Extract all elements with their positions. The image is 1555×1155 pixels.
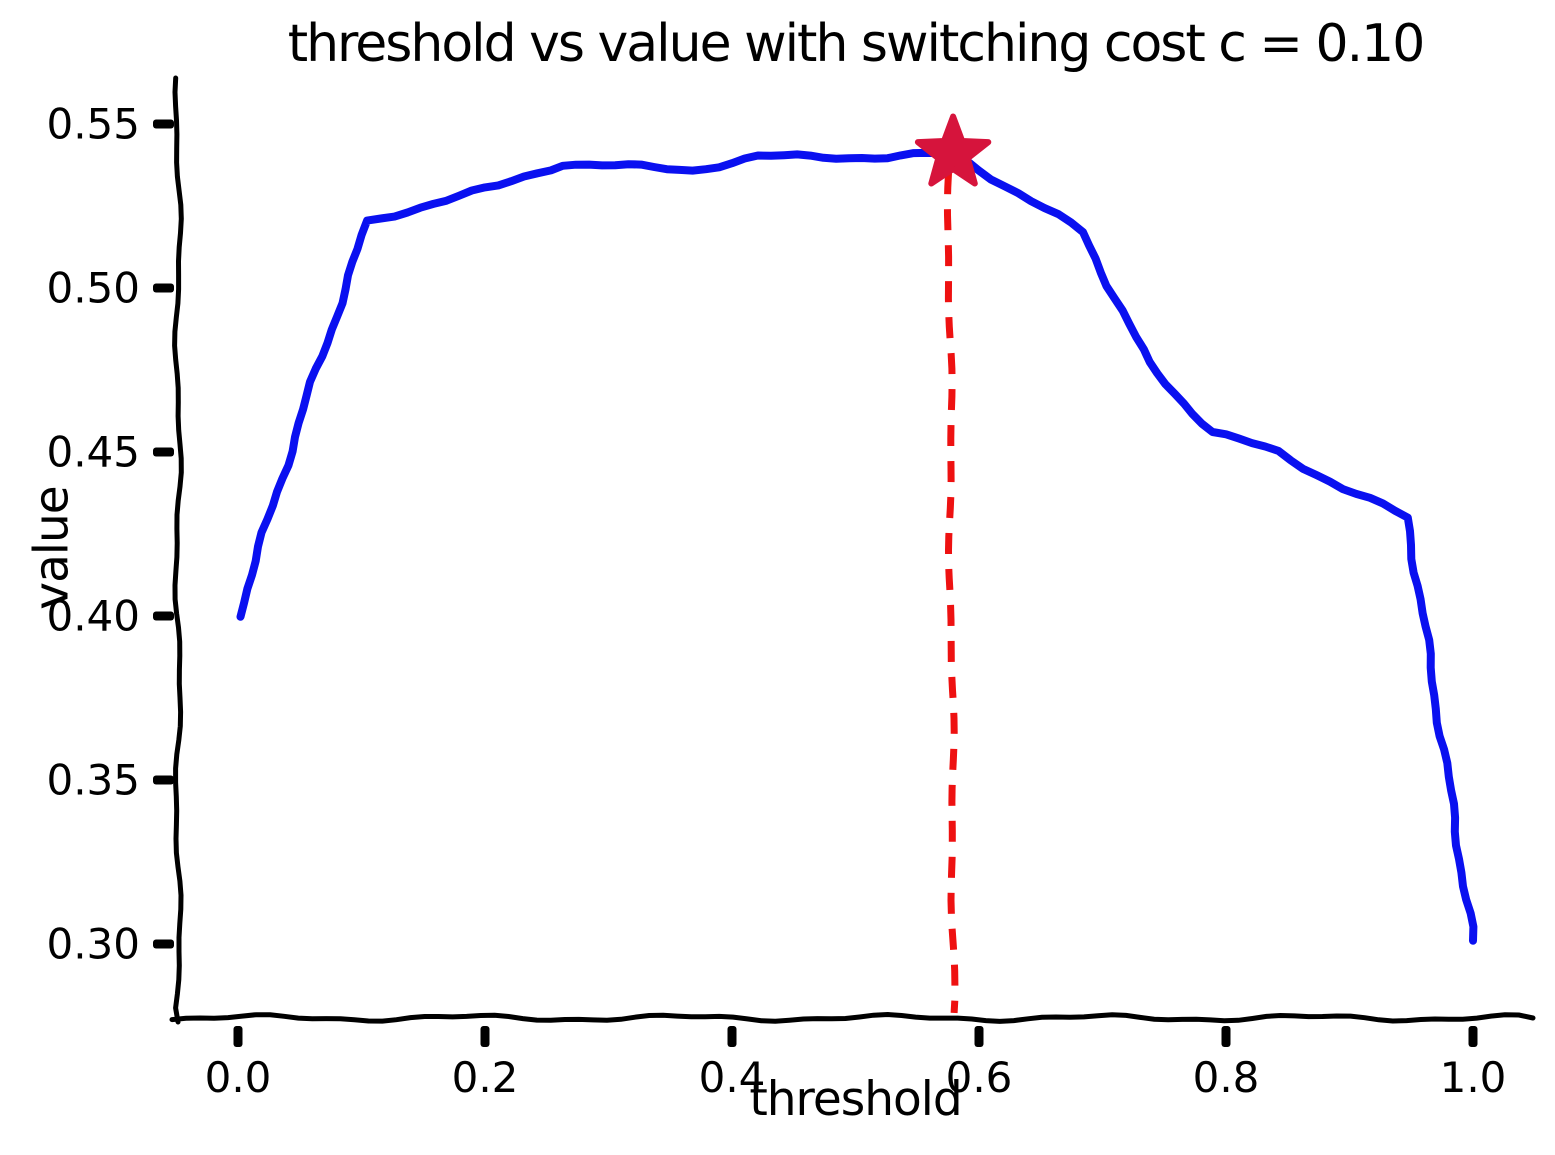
x-tick-label: 1.0 [1440, 1053, 1507, 1102]
x-tick-mark [1468, 1026, 1478, 1047]
best-point-star-icon [914, 113, 992, 187]
y-tick-label: 0.30 [46, 920, 140, 969]
x-axis-spine [169, 1011, 1536, 1024]
x-tick-mark [1221, 1026, 1231, 1047]
y-tick-mark [153, 283, 174, 293]
y-tick-label: 0.45 [46, 428, 140, 477]
y-tick-mark [153, 611, 174, 621]
y-tick-label: 0.50 [46, 264, 140, 313]
y-tick-mark [153, 119, 174, 129]
y-axis-spine [172, 75, 184, 1025]
y-tick-mark [153, 775, 174, 785]
y-tick-label: 0.55 [46, 100, 140, 149]
x-tick-mark [480, 1026, 490, 1047]
y-tick-label: 0.35 [46, 756, 140, 805]
y-tick-label: 0.40 [46, 592, 140, 641]
y-tick-mark [153, 447, 174, 457]
value-line [236, 148, 1478, 945]
x-tick-mark [233, 1026, 243, 1047]
best-threshold-vline [943, 173, 959, 1014]
x-tick-label: 0.8 [1193, 1053, 1260, 1102]
x-tick-label: 0.6 [946, 1053, 1013, 1102]
x-tick-label: 0.0 [205, 1053, 272, 1102]
x-axis-label: threshold [749, 1072, 962, 1127]
chart-title: threshold vs value with switching cost c… [287, 14, 1426, 74]
x-tick-mark [974, 1026, 984, 1047]
x-tick-mark [727, 1026, 737, 1047]
x-tick-label: 0.2 [452, 1053, 519, 1102]
y-tick-mark [153, 939, 174, 949]
x-tick-label: 0.4 [699, 1053, 766, 1102]
